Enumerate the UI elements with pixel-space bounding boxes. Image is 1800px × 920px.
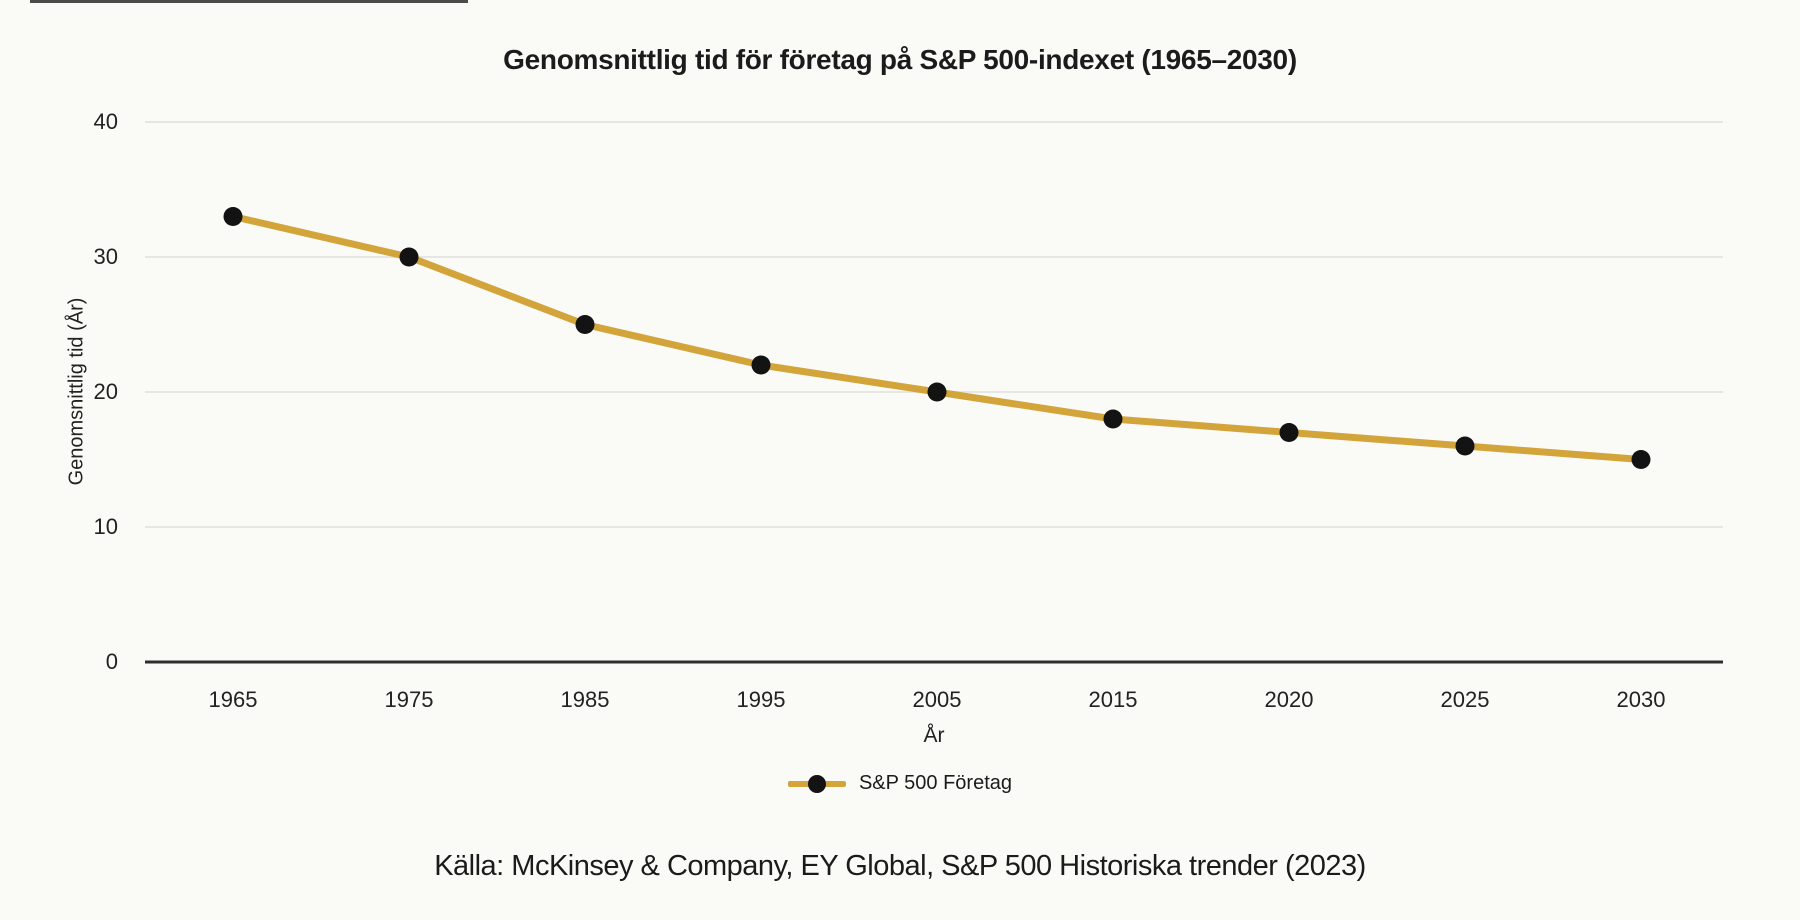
x-tick-label: 1975 <box>384 687 434 712</box>
data-point-marker <box>1455 436 1475 456</box>
x-tick-label: 2025 <box>1440 687 1490 712</box>
data-point-marker <box>399 247 419 267</box>
x-tick-label: 2015 <box>1088 687 1138 712</box>
legend-series-label: S&P 500 Företag <box>858 772 1013 794</box>
x-tick-label: 1965 <box>208 687 258 712</box>
chart-legend: S&P 500 Företag <box>0 772 1800 795</box>
y-tick-label: 30 <box>93 244 118 269</box>
legend-line-dot-icon <box>787 774 846 794</box>
x-axis-title: År <box>923 724 945 747</box>
source-citation: Källa: McKinsey & Company, EY Global, S&… <box>434 850 1366 882</box>
x-tick-label: 2020 <box>1264 687 1314 712</box>
x-tick-label: 2005 <box>912 687 962 712</box>
data-point-marker <box>1279 423 1299 442</box>
chart-title: Genomsnittlig tid för företag på S&P 500… <box>503 44 1297 75</box>
x-tick-label: 1995 <box>736 687 786 712</box>
screenshot-edge-artifact <box>30 0 468 3</box>
x-tick-label: 1985 <box>560 687 610 712</box>
series-line <box>229 213 1645 463</box>
data-point-marker <box>575 315 595 334</box>
y-tick-label: 0 <box>105 649 118 674</box>
y-tick-label: 10 <box>93 514 118 539</box>
x-tick-label: 2030 <box>1616 687 1666 712</box>
data-point-marker <box>1103 409 1123 429</box>
data-point-marker <box>1631 450 1651 469</box>
data-point-marker <box>223 207 243 226</box>
data-point-marker <box>927 382 947 402</box>
data-point-marker <box>751 355 771 375</box>
y-tick-label: 20 <box>93 379 118 404</box>
y-tick-label: 40 <box>93 109 118 134</box>
